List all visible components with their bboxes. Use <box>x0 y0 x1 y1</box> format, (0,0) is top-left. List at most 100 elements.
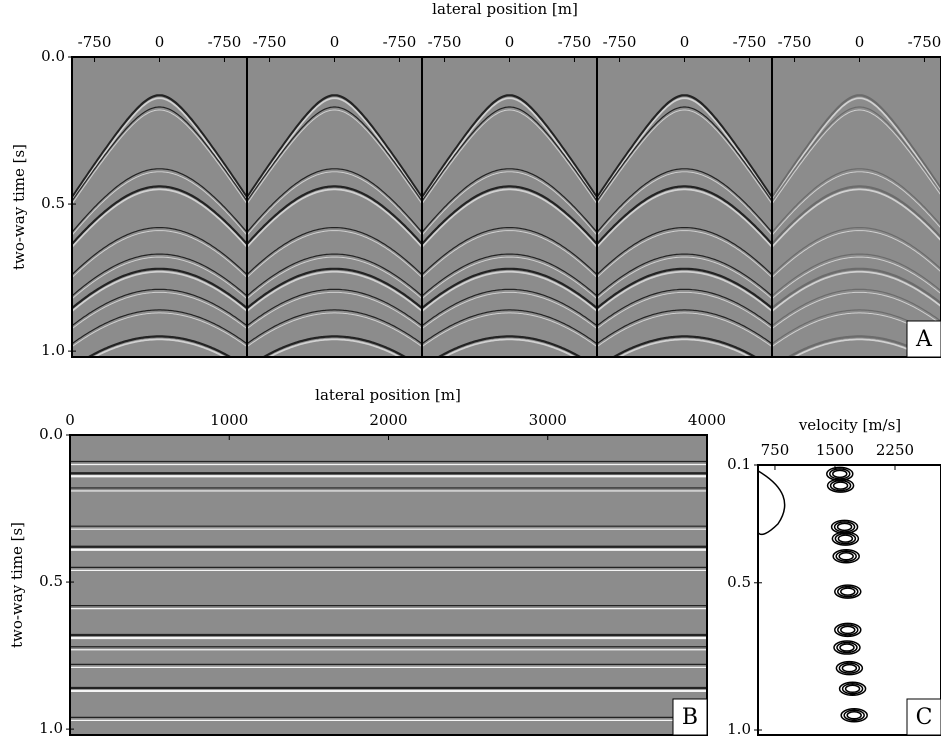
panel-label: C <box>916 705 933 730</box>
reflection <box>246 230 423 278</box>
reflection <box>421 291 598 330</box>
contour-ring <box>841 663 858 673</box>
reflection <box>421 109 598 205</box>
reflection <box>72 97 248 201</box>
reflection <box>596 267 773 310</box>
x-tick-label: 1500 <box>816 441 854 459</box>
x-tick-label: 0 <box>505 33 515 51</box>
reflection <box>771 97 941 201</box>
x-tick-label: -750 <box>603 33 637 51</box>
y-tick-label: 0.0 <box>39 425 63 443</box>
reflection <box>596 270 773 312</box>
contour-ring <box>838 552 854 561</box>
reflection <box>246 253 423 297</box>
panel-label: B <box>682 705 698 730</box>
reflection <box>421 267 598 310</box>
reflection <box>421 256 598 300</box>
reflection <box>611 335 758 357</box>
reflection <box>596 106 773 202</box>
reflection <box>771 185 941 245</box>
x-axis-label: lateral position [m] <box>315 386 461 404</box>
reflection <box>421 168 598 233</box>
reflection <box>246 188 423 248</box>
reflection <box>771 227 941 276</box>
y-tick-label: 0.0 <box>41 47 65 65</box>
panel-label-box <box>672 698 708 736</box>
contour-ring <box>831 531 860 546</box>
contour-ring <box>835 660 864 676</box>
contour-ring <box>846 711 862 720</box>
reflection <box>246 288 423 327</box>
x-tick-label: -750 <box>253 33 287 51</box>
reflection <box>421 185 598 245</box>
reflection <box>596 94 773 198</box>
y-tick-label: 1.0 <box>727 720 751 738</box>
reflection <box>771 188 941 248</box>
reflection <box>442 338 577 357</box>
reflection <box>72 185 248 245</box>
contour-ring <box>835 550 857 563</box>
x-tick-label: 2250 <box>876 441 914 459</box>
reflection <box>596 97 773 201</box>
reflection <box>421 106 598 202</box>
x-tick-label: 2000 <box>369 411 407 429</box>
reflection <box>72 267 248 310</box>
reflection <box>72 168 248 233</box>
x-tick-label: -750 <box>558 33 592 51</box>
x-tick-label: 1000 <box>210 411 248 429</box>
reflection <box>246 171 423 236</box>
reflection <box>596 168 773 233</box>
contour-ring <box>837 624 859 636</box>
reflection <box>421 97 598 201</box>
reflection <box>771 291 941 330</box>
x-tick-label: 0 <box>855 33 865 51</box>
contour-ring <box>839 643 855 652</box>
plot-frame <box>71 56 941 358</box>
reflection <box>771 94 941 198</box>
panel-label: A <box>915 327 933 352</box>
reflection <box>246 185 423 245</box>
reflection <box>246 291 423 330</box>
reflection <box>596 288 773 327</box>
reflection <box>246 256 423 300</box>
contour-ring <box>843 709 865 722</box>
reflection <box>72 288 248 327</box>
reflection <box>771 267 941 310</box>
reflection <box>421 309 598 345</box>
reflection <box>421 312 598 348</box>
reflection <box>86 335 233 357</box>
reflection <box>72 188 248 248</box>
contour-ring <box>838 681 867 697</box>
x-tick-label: 750 <box>761 441 790 459</box>
reflection <box>246 312 423 348</box>
reflection <box>267 338 402 357</box>
reflection <box>72 291 248 330</box>
plot-background <box>758 465 941 735</box>
x-tick-label: -750 <box>428 33 462 51</box>
x-tick-label: 3000 <box>529 411 567 429</box>
reflection <box>596 309 773 345</box>
x-tick-label: -750 <box>78 33 112 51</box>
contour-ring <box>834 584 862 599</box>
reflection <box>596 291 773 330</box>
y-tick-label: 0.5 <box>39 572 63 590</box>
y-axis-label: two-way time [s] <box>10 144 28 270</box>
reflection <box>246 309 423 345</box>
reflection <box>596 312 773 348</box>
contour-ring <box>832 549 860 564</box>
contour-ring <box>834 622 862 638</box>
reflection <box>596 185 773 245</box>
reflection <box>246 227 423 276</box>
panel-label-box <box>906 320 941 358</box>
reflection <box>246 168 423 233</box>
x-axis-label: lateral position [m] <box>432 0 578 18</box>
reflection <box>596 171 773 236</box>
reflection <box>72 253 248 297</box>
y-tick-label: 0.5 <box>727 573 751 591</box>
reflection <box>246 109 423 205</box>
reflection <box>72 227 248 276</box>
y-tick-label: 1.0 <box>39 719 63 737</box>
reflection <box>596 109 773 205</box>
x-axis-label: velocity [m/s] <box>798 416 901 434</box>
